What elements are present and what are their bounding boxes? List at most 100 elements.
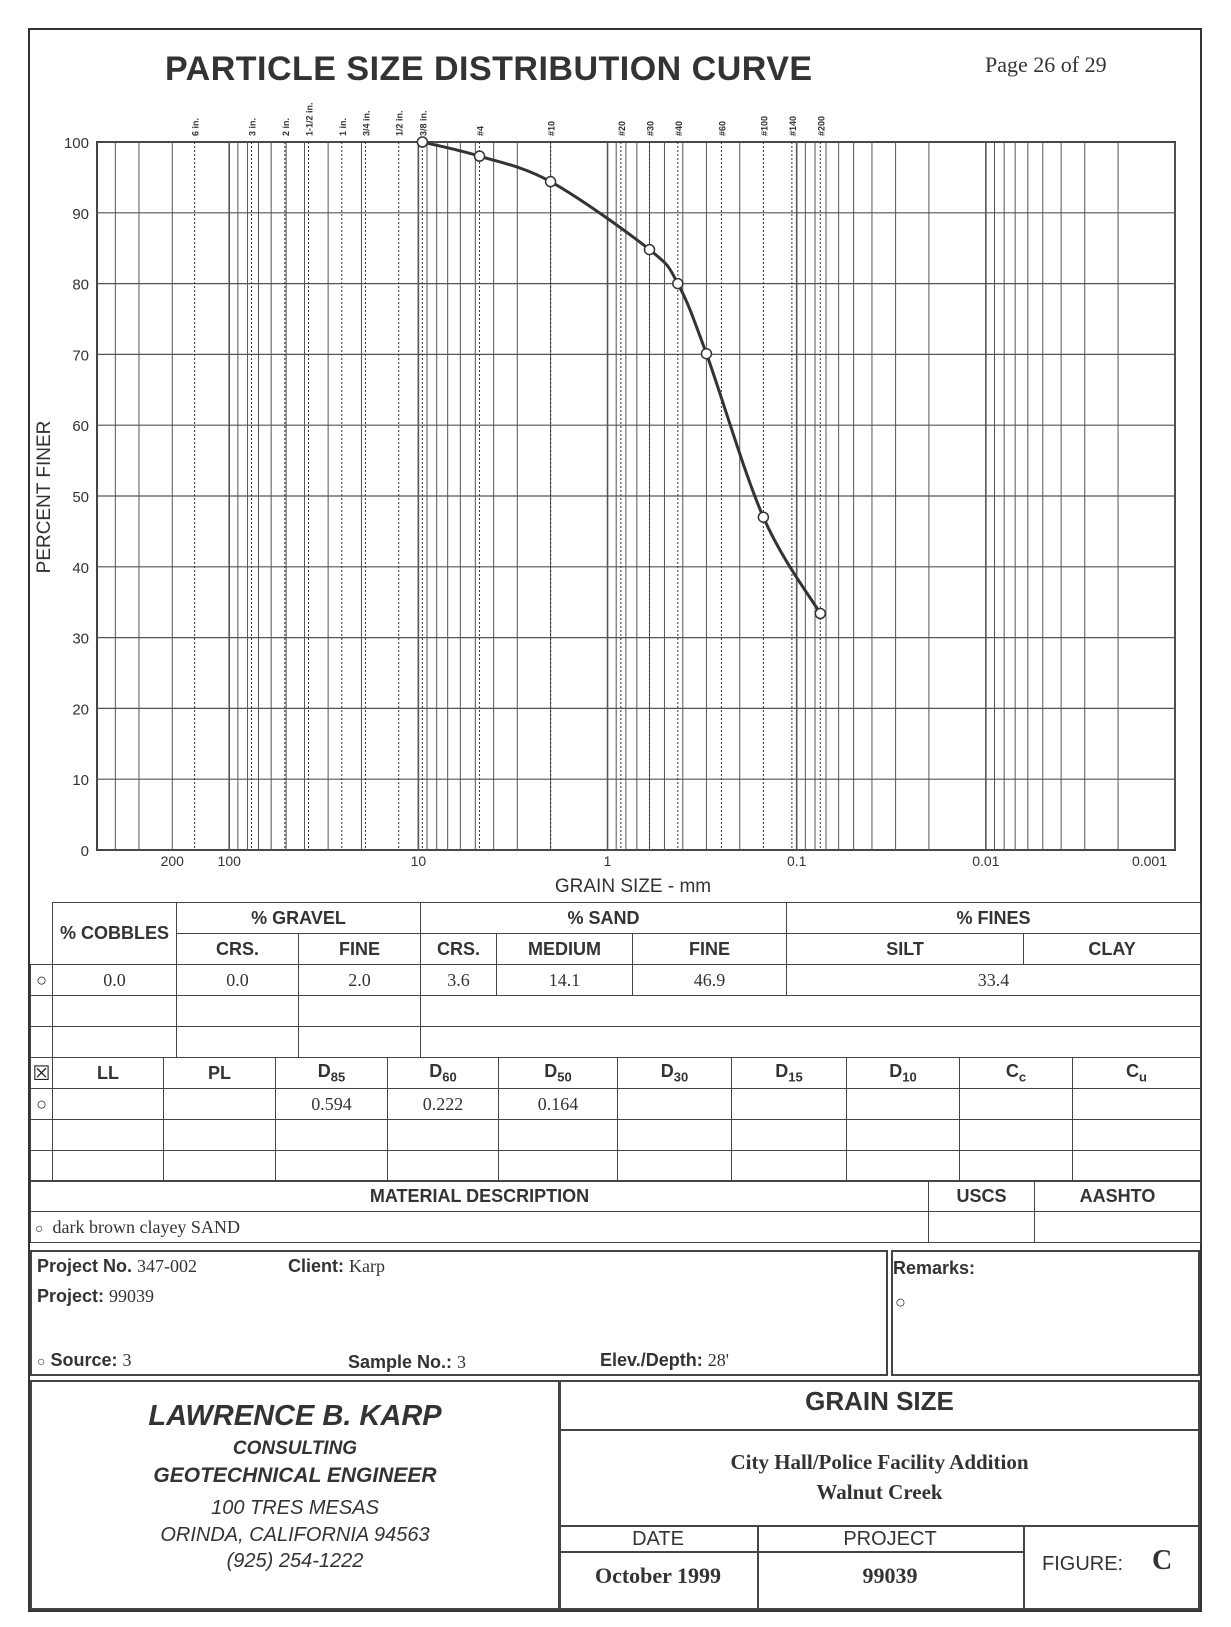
sieve-lines: [194, 142, 821, 850]
cobbles-header: % COBBLES: [52, 902, 177, 965]
ll-header: LL: [52, 1057, 164, 1089]
gravel-fine-value: 2.0: [298, 964, 421, 996]
company-address1: 100 TRES MESAS: [211, 1497, 379, 1519]
sieve-label: 1 in.: [338, 118, 348, 136]
company-line1: CONSULTING: [232, 1438, 358, 1459]
sieve-label: 2 in.: [281, 118, 291, 136]
sand-fine-value: 46.9: [631, 964, 788, 996]
sieve-label: 6 in.: [191, 118, 201, 136]
x-tick-label: 0.1: [787, 853, 807, 869]
x-tick-label: 200: [161, 853, 185, 869]
cu-header: Cu: [1072, 1057, 1201, 1089]
material-row: ○ dark brown clayey SAND: [30, 1211, 929, 1243]
properties-row-symbol: ○: [30, 1088, 53, 1120]
gradation-row-symbol: ○: [30, 964, 53, 996]
gravel-fine-header: FINE: [298, 933, 421, 965]
x-tick-label: 10: [411, 853, 427, 869]
y-tick-label: 90: [72, 206, 89, 223]
sieve-label: #200: [816, 116, 826, 136]
site-line2: Walnut Creek: [816, 1480, 943, 1504]
y-tick-label: 60: [72, 418, 89, 435]
x-tick-labels: 200 100 10 1 0.1 0.01 0.001: [161, 853, 1168, 869]
d85-value: 0.594: [275, 1088, 388, 1120]
project-info-box: [30, 1250, 888, 1376]
figure-label: FIGURE:: [1042, 1553, 1124, 1575]
site-line1: City Hall/Police Facility Addition: [730, 1450, 1029, 1474]
data-point: [544, 175, 557, 188]
project-value: 99039: [109, 1286, 155, 1306]
aashto-header: AASHTO: [1034, 1180, 1201, 1212]
sand-medium-value: 14.1: [496, 964, 633, 996]
sieve-label: #60: [717, 121, 727, 136]
sand-crs-header: CRS.: [420, 933, 497, 965]
properties-symbol-header: ☒: [30, 1057, 53, 1089]
d85-header: D85: [275, 1057, 388, 1089]
project-footer-label: PROJECT: [843, 1528, 937, 1550]
fines-header: % FINES: [786, 902, 1202, 934]
data-point: [814, 607, 827, 620]
report-title: GRAIN SIZE: [805, 1386, 954, 1416]
data-point: [643, 243, 656, 256]
date-value: October 1999: [594, 1563, 722, 1588]
company-address2: ORINDA, CALIFORNIA 94563: [160, 1524, 430, 1546]
source-label: ○ Source: 3: [37, 1350, 132, 1370]
sieve-label: #10: [547, 121, 557, 136]
sand-fine-header: FINE: [631, 933, 788, 965]
gravel-header: % GRAVEL: [176, 902, 421, 934]
sieve-label: #140: [788, 116, 798, 136]
sieve-label: 1/2 in.: [395, 110, 405, 136]
sieve-label: #30: [645, 121, 655, 136]
y-tick-labels: 0 10 20 30 40 50 60 70 80 90 100: [64, 135, 89, 860]
project-no-value: 347-002: [137, 1256, 198, 1276]
silt-header: SILT: [786, 933, 1025, 965]
company-name: LAWRENCE B. KARP: [148, 1400, 442, 1432]
data-point: [416, 136, 429, 148]
x-tick-label: 100: [218, 853, 242, 869]
d50-header: D50: [498, 1057, 618, 1089]
d30-header: D30: [617, 1057, 732, 1089]
d15-header: D15: [731, 1057, 847, 1089]
sieve-label: 3/4 in.: [361, 110, 371, 136]
gravel-crs-header: CRS.: [176, 933, 299, 965]
uscs-header: USCS: [928, 1180, 1035, 1212]
chart-grid: [96, 141, 1176, 851]
clay-header: CLAY: [1023, 933, 1202, 965]
y-tick-label: 30: [72, 631, 89, 648]
properties-table: ☒ LL PL D85 D60 D50 D30 D15 D10 Cc Cu ○ …: [30, 1057, 1201, 1182]
figure-value: C: [1152, 1545, 1173, 1576]
x-axis-label: GRAIN SIZE - mm: [555, 876, 711, 897]
sand-crs-value: 3.6: [420, 964, 497, 996]
page-number: Page 26 of 29: [985, 52, 1107, 77]
pl-header: PL: [163, 1057, 276, 1089]
x-tick-label: 0.01: [972, 853, 999, 869]
y-tick-label: 80: [72, 277, 89, 294]
y-tick-label: 10: [72, 772, 89, 789]
chart-title: PARTICLE SIZE DISTRIBUTION CURVE: [165, 50, 813, 88]
remarks-label: Remarks:: [893, 1258, 976, 1278]
sieve-label: #4: [476, 126, 486, 136]
project-label: Project: 99039: [37, 1286, 155, 1306]
material-symbol: ○: [35, 1219, 44, 1236]
gravel-crs-value: 0.0: [176, 964, 299, 996]
sieve-label: #100: [759, 116, 769, 136]
company-phone: (925) 254-1222: [226, 1550, 364, 1572]
sample-label: Sample No.: 3: [348, 1352, 467, 1372]
elev-label: Elev./Depth: 28': [600, 1350, 729, 1370]
cc-header: Cc: [959, 1057, 1073, 1089]
fines-value: 33.4: [786, 964, 1202, 996]
project-no-label: Project No. 347-002: [37, 1256, 198, 1276]
y-tick-label: 20: [72, 701, 89, 718]
y-tick-label: 50: [72, 489, 89, 506]
d50-value: 0.164: [498, 1088, 618, 1120]
sieve-label: #40: [674, 121, 684, 136]
data-point: [473, 150, 486, 162]
sieve-label: 3 in.: [248, 118, 258, 136]
sample-value: 3: [457, 1352, 467, 1372]
client-value: Karp: [349, 1256, 385, 1276]
gradation-table: % COBBLES % GRAVEL % SAND % FINES CRS. F…: [30, 902, 1202, 1058]
x-tick-label: 1: [604, 853, 612, 869]
page-frame: [28, 28, 1202, 1612]
y-axis-label: PERCENT FINER: [34, 421, 55, 574]
material-table: MATERIAL DESCRIPTION USCS AASHTO ○ dark …: [30, 1180, 1201, 1243]
sand-medium-header: MEDIUM: [496, 933, 633, 965]
